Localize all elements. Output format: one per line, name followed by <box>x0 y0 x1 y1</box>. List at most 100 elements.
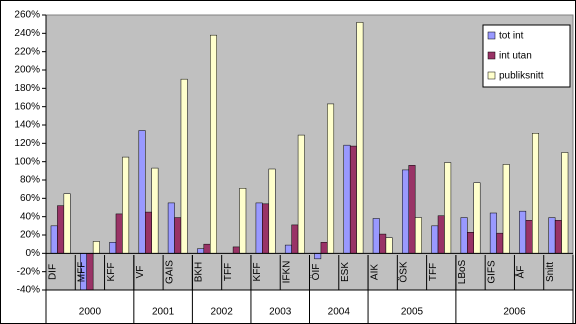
bar <box>138 130 146 254</box>
bar <box>122 156 130 254</box>
bar <box>379 233 387 254</box>
bar <box>314 253 322 260</box>
x-tick-label: ÖIF <box>310 264 322 281</box>
y-tick-label: 140% <box>14 120 40 131</box>
x-tick-label: DIF <box>47 264 58 280</box>
bar <box>203 243 211 254</box>
y-tick-label: 240% <box>14 28 40 39</box>
legend-box <box>482 24 571 88</box>
bar <box>460 217 468 254</box>
bar <box>561 152 569 254</box>
x-tick-label: VF <box>135 266 146 279</box>
bar <box>86 253 94 291</box>
y-tick-label: 160% <box>14 101 40 112</box>
legend-label: tot int <box>499 31 524 42</box>
bar <box>145 211 152 254</box>
legend-swatch <box>487 31 496 40</box>
x-tick-label: LBoS <box>457 259 468 284</box>
y-tick-label: 80% <box>20 175 40 186</box>
bar <box>525 220 533 254</box>
bar <box>197 248 205 254</box>
bar <box>209 34 217 254</box>
bar <box>408 165 416 254</box>
bar <box>174 217 182 254</box>
y-tick-label: -20% <box>17 266 40 277</box>
bar <box>57 205 65 254</box>
bar <box>554 220 562 254</box>
y-tick-label: 120% <box>14 138 40 149</box>
group-label: 2004 <box>328 307 351 318</box>
bar <box>115 213 123 254</box>
y-tick-label: 40% <box>20 211 40 222</box>
y-tick-label: 220% <box>14 46 40 57</box>
bar <box>268 168 276 254</box>
group-label: 2002 <box>211 307 234 318</box>
bar <box>548 217 556 254</box>
x-tick-label: KFF <box>252 263 263 282</box>
x-tick-label: Snitt <box>545 262 556 282</box>
bar <box>284 244 292 254</box>
bar <box>496 232 504 254</box>
group-label: 2003 <box>269 307 292 318</box>
legend-swatch <box>487 51 496 60</box>
bar <box>109 242 117 254</box>
y-tick-label: 180% <box>14 83 40 94</box>
bar <box>255 202 263 254</box>
y-tick-label: 260% <box>14 10 40 21</box>
bar <box>402 169 410 254</box>
bar <box>343 144 351 254</box>
x-tick-label: IFKN <box>282 261 293 284</box>
legend-label: int utan <box>499 51 532 62</box>
bar <box>239 188 247 254</box>
bar <box>63 193 71 254</box>
bar <box>291 224 299 254</box>
x-tick-label: BKH <box>194 262 205 283</box>
bar <box>50 225 58 254</box>
bar <box>437 215 445 254</box>
bar <box>180 78 188 254</box>
legend-label: publiksnitt <box>499 71 544 82</box>
bar <box>320 242 328 254</box>
bar <box>92 241 100 254</box>
bar <box>349 145 357 254</box>
bar <box>356 22 364 254</box>
x-tick-label: GAIS <box>164 260 175 284</box>
bar <box>151 167 159 254</box>
bar <box>414 217 422 254</box>
bar <box>167 202 175 254</box>
y-tick-label: 200% <box>14 65 40 76</box>
bar <box>372 218 380 254</box>
bar <box>444 162 452 254</box>
x-tick-label: KFF <box>106 263 117 282</box>
y-tick-label: 100% <box>14 156 40 167</box>
x-tick-label: TFF <box>223 263 234 281</box>
y-tick-label: 20% <box>20 230 40 241</box>
y-tick-label: 60% <box>20 193 40 204</box>
group-label: 2000 <box>79 307 102 318</box>
x-tick-label: ÖSK <box>398 261 410 282</box>
bar <box>431 225 439 254</box>
bar <box>297 134 305 254</box>
x-tick-label: ESK <box>340 262 351 282</box>
bar <box>232 246 240 254</box>
x-tick-label: GIFS <box>486 260 497 284</box>
bar <box>532 133 539 254</box>
x-tick-label: TFF <box>428 263 439 281</box>
x-tick-label: ÅF <box>514 266 527 279</box>
legend-swatch <box>487 71 496 80</box>
group-label: 2006 <box>503 307 526 318</box>
group-label: 2005 <box>401 307 424 318</box>
bar <box>327 103 335 254</box>
bar <box>467 232 474 254</box>
bar <box>519 210 527 254</box>
bar <box>473 182 481 254</box>
bar <box>385 237 393 254</box>
bar <box>502 164 510 254</box>
bar <box>262 203 270 254</box>
y-tick-label: 0% <box>26 248 41 259</box>
bar <box>489 212 497 254</box>
x-tick-label: MFF <box>77 262 88 283</box>
group-label: 2001 <box>152 307 175 318</box>
x-tick-label: AIK <box>369 264 380 280</box>
